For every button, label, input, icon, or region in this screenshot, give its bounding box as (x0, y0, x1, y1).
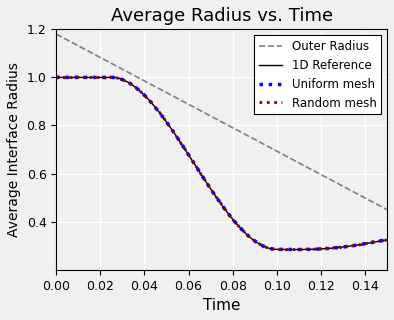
1D Reference (211, 191, 216, 195)
X-axis label: Time: Time (203, 298, 240, 313)
Uniform mesh (385, 238, 389, 242)
Line: Uniform mesh: Uniform mesh (56, 77, 387, 250)
Random mesh (307, 248, 312, 252)
Uniform mesh (54, 76, 59, 79)
1D Reference (377, 239, 382, 243)
Line: Random mesh: Random mesh (56, 77, 387, 250)
Uniform mesh (213, 194, 218, 198)
Uniform mesh (233, 220, 238, 224)
Random mesh (74, 75, 79, 79)
Random mesh (378, 239, 383, 243)
1D Reference (326, 246, 331, 250)
Uniform mesh (211, 191, 216, 195)
Uniform mesh (294, 248, 299, 252)
Random mesh (251, 238, 256, 242)
1D Reference (251, 238, 255, 242)
Random mesh (234, 221, 238, 225)
Line: 1D Reference: 1D Reference (56, 77, 387, 250)
1D Reference (233, 220, 238, 224)
Random mesh (385, 238, 389, 242)
Uniform mesh (251, 238, 255, 242)
Random mesh (214, 195, 218, 199)
Random mesh (212, 192, 216, 196)
Title: Average Radius vs. Time: Average Radius vs. Time (111, 7, 333, 25)
1D Reference (213, 194, 218, 198)
Y-axis label: Average Interface Radius: Average Interface Radius (7, 62, 21, 237)
1D Reference (54, 76, 59, 79)
Random mesh (326, 247, 331, 251)
Uniform mesh (377, 239, 382, 243)
1D Reference (294, 248, 299, 252)
1D Reference (385, 238, 389, 242)
Uniform mesh (326, 246, 331, 250)
Random mesh (54, 75, 59, 79)
Legend: Outer Radius, 1D Reference, Uniform mesh, Random mesh: Outer Radius, 1D Reference, Uniform mesh… (254, 35, 381, 114)
